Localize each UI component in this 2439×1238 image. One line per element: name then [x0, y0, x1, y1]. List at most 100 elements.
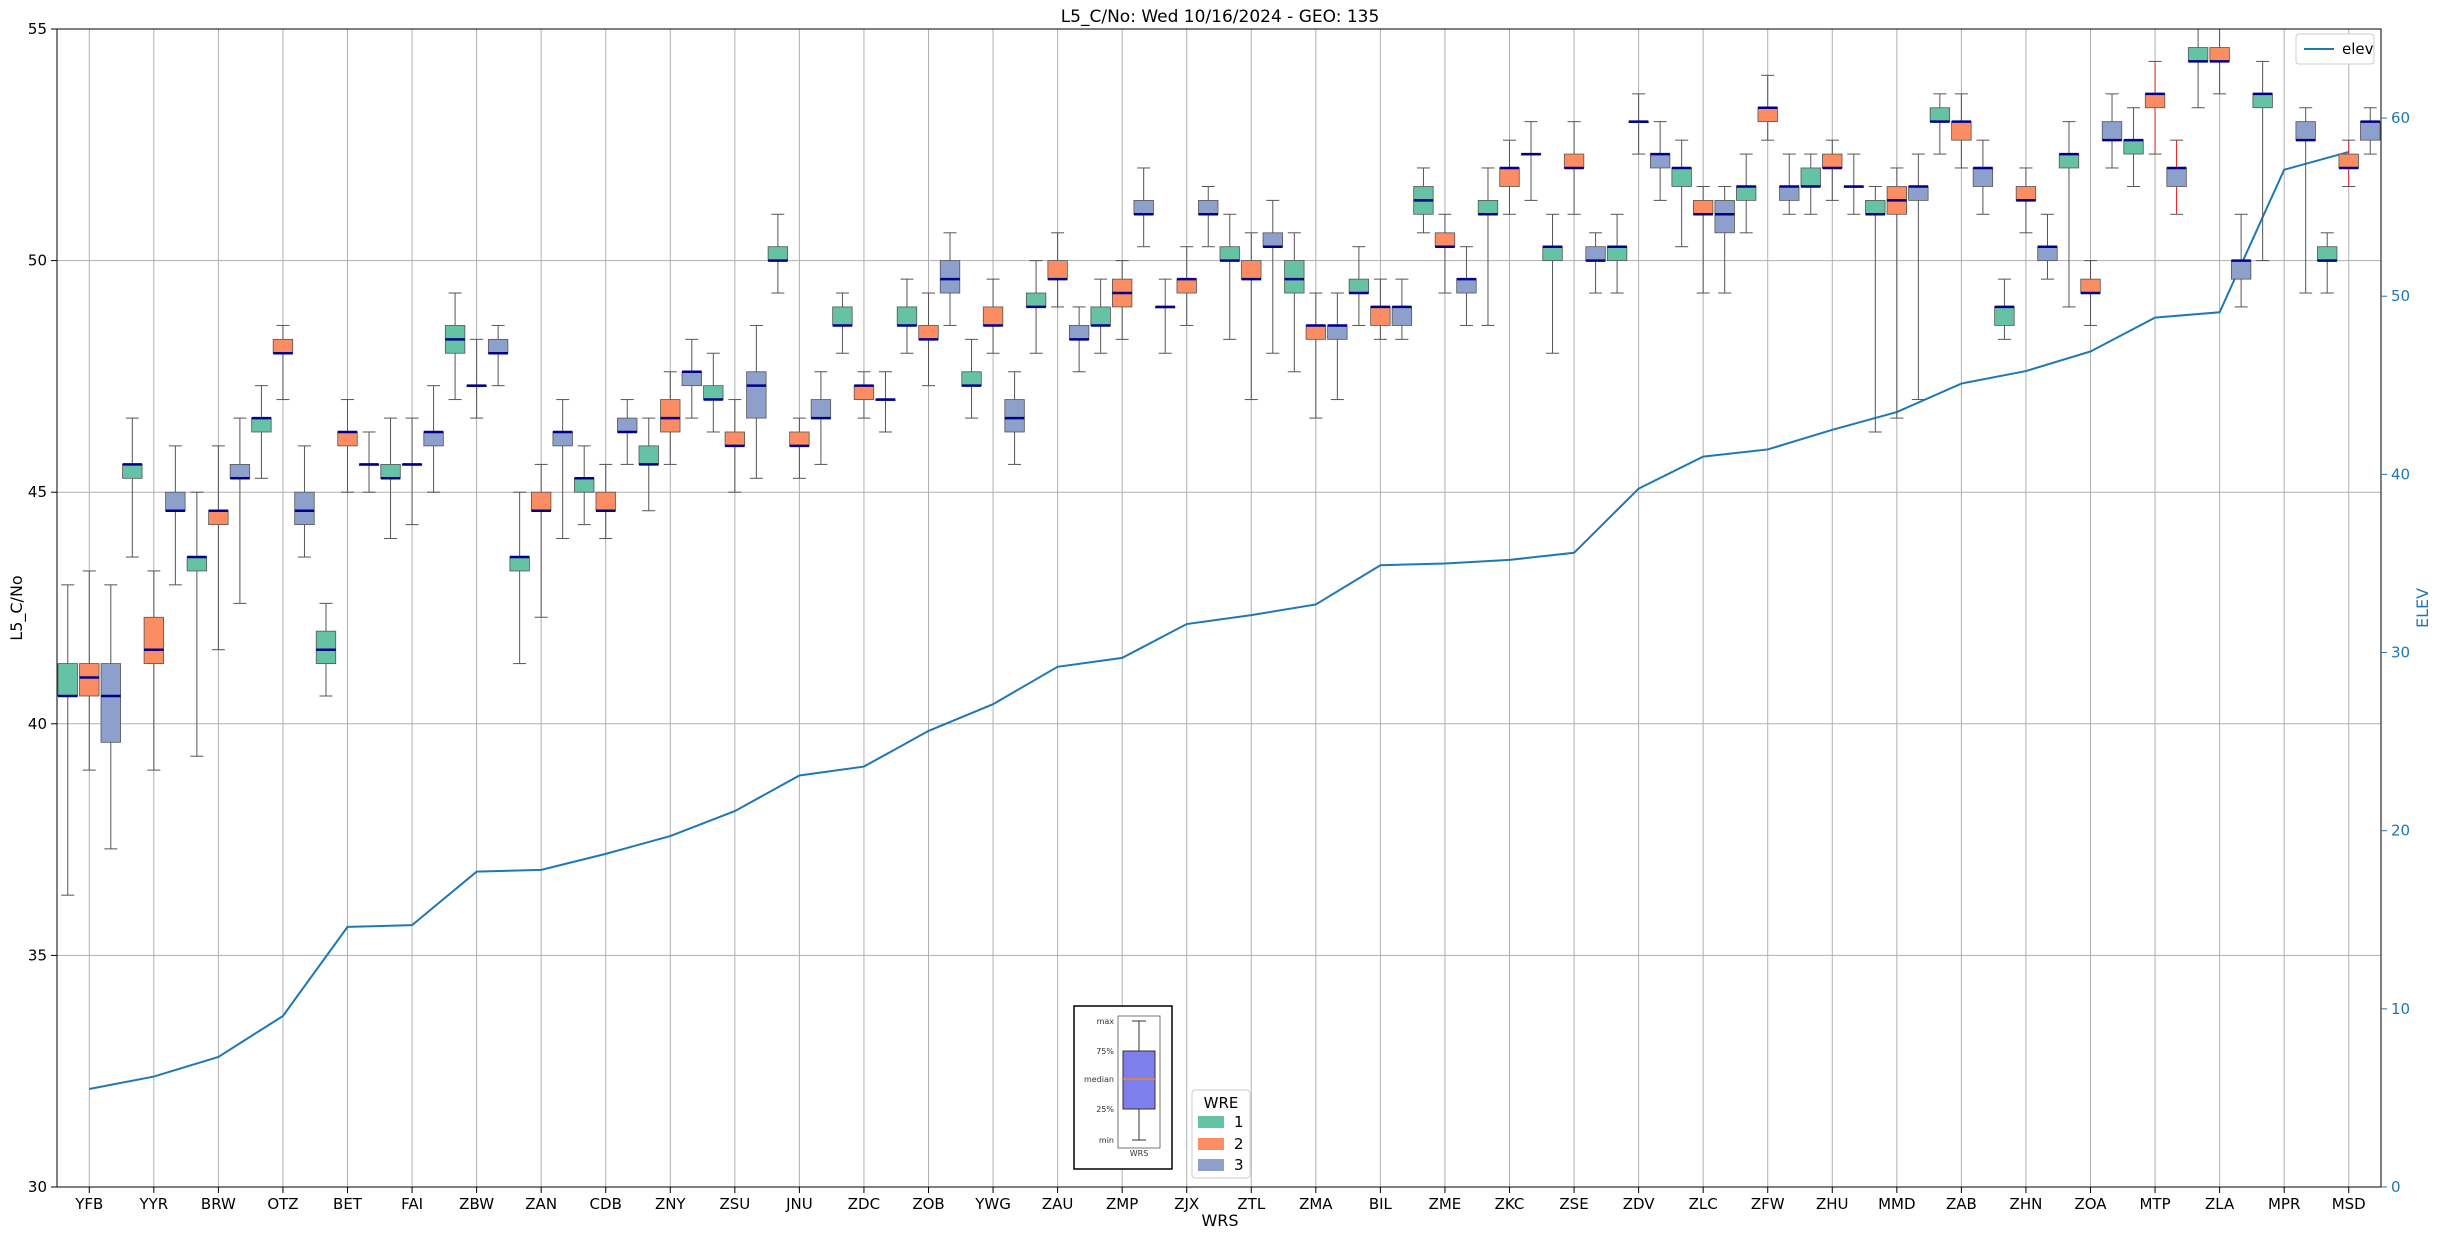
iqr-box	[122, 464, 143, 479]
iqr-box	[1434, 232, 1456, 248]
box-mtp-wre3	[2166, 139, 2187, 215]
box-zfw-wre2	[1757, 74, 1778, 141]
right-axis: 0 10 20 30 40 50 60	[2381, 109, 2410, 1196]
box-zjx-wre1	[1155, 278, 1176, 354]
box-mmd-wre3	[1908, 153, 1929, 401]
x-tick-label: ZMA	[1299, 1195, 1333, 1213]
box-zhu-wre2	[1822, 139, 1843, 201]
iqr-box	[294, 491, 315, 526]
box-msd-wre2	[2338, 139, 2359, 187]
iqr-box	[1133, 199, 1154, 215]
iqr-box	[2058, 153, 2080, 169]
box-brw-wre2	[208, 445, 229, 651]
box-bil-wre1	[1348, 246, 1370, 326]
box-zfw-wre1	[1736, 153, 1757, 234]
box-zob-wre1	[896, 278, 918, 354]
x-tick-label: YFB	[74, 1195, 103, 1213]
iqr-box	[2317, 246, 2338, 261]
x-tick-label: ZJX	[1174, 1195, 1199, 1213]
box-zdv-wre3	[1649, 121, 1671, 201]
wre-legend-title: WRE	[1204, 1094, 1239, 1112]
iqr-box	[918, 325, 939, 340]
box-mmd-wre1	[1865, 185, 1886, 433]
iqr-box	[1025, 292, 1047, 308]
iqr-box	[2101, 121, 2123, 141]
box-zma-wre2	[1305, 292, 1326, 419]
box-zhn-wre3	[2037, 213, 2058, 280]
box-zob-wre3	[939, 232, 961, 326]
iqr-box	[1262, 232, 1283, 248]
box-yyr-wre3	[165, 445, 186, 586]
iqr-box	[1951, 121, 1972, 141]
box-ywg-wre3	[1004, 371, 1025, 465]
box-zhu-wre1	[1800, 153, 1821, 215]
chart-title: L5_C/No: Wed 10/16/2024 - GEO: 135	[1061, 7, 1380, 27]
y-right-tick-label: 30	[2391, 644, 2410, 662]
box-zse-wre3	[1585, 232, 1606, 294]
elev-legend-label: elev	[2342, 40, 2374, 58]
x-tick-label: FAI	[401, 1195, 423, 1213]
box-zkc-wre3	[1520, 121, 1542, 201]
iqr-box	[1585, 246, 1606, 261]
box-zme-wre3	[1456, 246, 1477, 326]
iqr-box	[1563, 153, 1585, 169]
x-tick-label: ZAN	[525, 1195, 557, 1213]
box-cdb-wre1	[574, 445, 595, 526]
box-ywg-wre1	[961, 338, 982, 419]
iqr-box	[2080, 278, 2101, 294]
iqr-box	[2338, 153, 2359, 169]
x-tick-label: MSD	[2332, 1195, 2366, 1213]
iqr-box	[1822, 153, 1843, 169]
iqr-box	[1327, 325, 1348, 340]
key-label-median: median	[1084, 1075, 1114, 1084]
box-zdc-wre1	[832, 292, 853, 354]
elev-legend: elev	[2295, 33, 2375, 65]
box-zan-wre2	[531, 463, 552, 618]
box-zma-wre1	[1284, 232, 1305, 373]
box-zmp-wre2	[1112, 260, 1133, 340]
box-zau-wre2	[1047, 232, 1068, 308]
iqr-box	[2252, 93, 2273, 109]
iqr-box	[1736, 186, 1757, 201]
iqr-box	[57, 663, 78, 697]
x-tick-label: MMD	[1878, 1195, 1915, 1213]
box-zjx-wre3	[1198, 185, 1219, 248]
key-box	[1122, 1050, 1156, 1110]
key-frame	[1073, 1005, 1173, 1170]
key-xlabel: WRS	[1130, 1149, 1149, 1158]
iqr-box	[767, 246, 789, 261]
iqr-box	[487, 338, 509, 354]
x-tick-label: ZTL	[1237, 1195, 1265, 1213]
x-tick-label: CDB	[590, 1195, 622, 1213]
box-yfb-wre2	[79, 570, 100, 771]
x-tick-label: ZAU	[1042, 1195, 1074, 1213]
iqr-box	[1865, 199, 1886, 215]
iqr-box	[810, 399, 832, 419]
box-mpr-wre1	[2252, 60, 2273, 262]
x-tick-label: ZDV	[1623, 1195, 1656, 1213]
box-zkc-wre2	[1499, 139, 1520, 215]
iqr-box	[961, 371, 982, 387]
iqr-box	[617, 417, 638, 433]
iqr-box	[1219, 246, 1240, 261]
x-tick-label: ZME	[1429, 1195, 1462, 1213]
wre-legend-frame	[1191, 1089, 1251, 1179]
wre-legend-swatch-2	[1198, 1138, 1224, 1150]
iqr-box	[2166, 167, 2187, 187]
x-tick-label: ZSU	[719, 1195, 750, 1213]
x-tick-label: MPR	[2268, 1195, 2300, 1213]
box-ztl-wre2	[1241, 232, 1262, 401]
box-fai-wre3	[423, 385, 444, 493]
iqr-box	[208, 510, 229, 526]
box-zlc-wre2	[1693, 185, 1714, 294]
box-otz-wre3	[294, 445, 315, 558]
x-tick-label: BRW	[201, 1195, 236, 1213]
iqr-box	[1800, 167, 1821, 187]
box-cdb-wre3	[617, 399, 638, 465]
y-tick-label: 35	[28, 946, 47, 964]
box-fai-wre2	[401, 417, 423, 526]
x-tick-label: ZKC	[1495, 1195, 1525, 1213]
box-jnu-wre1	[767, 213, 789, 294]
box-zny-wre2	[660, 371, 681, 465]
x-tick-label: YYR	[138, 1195, 168, 1213]
